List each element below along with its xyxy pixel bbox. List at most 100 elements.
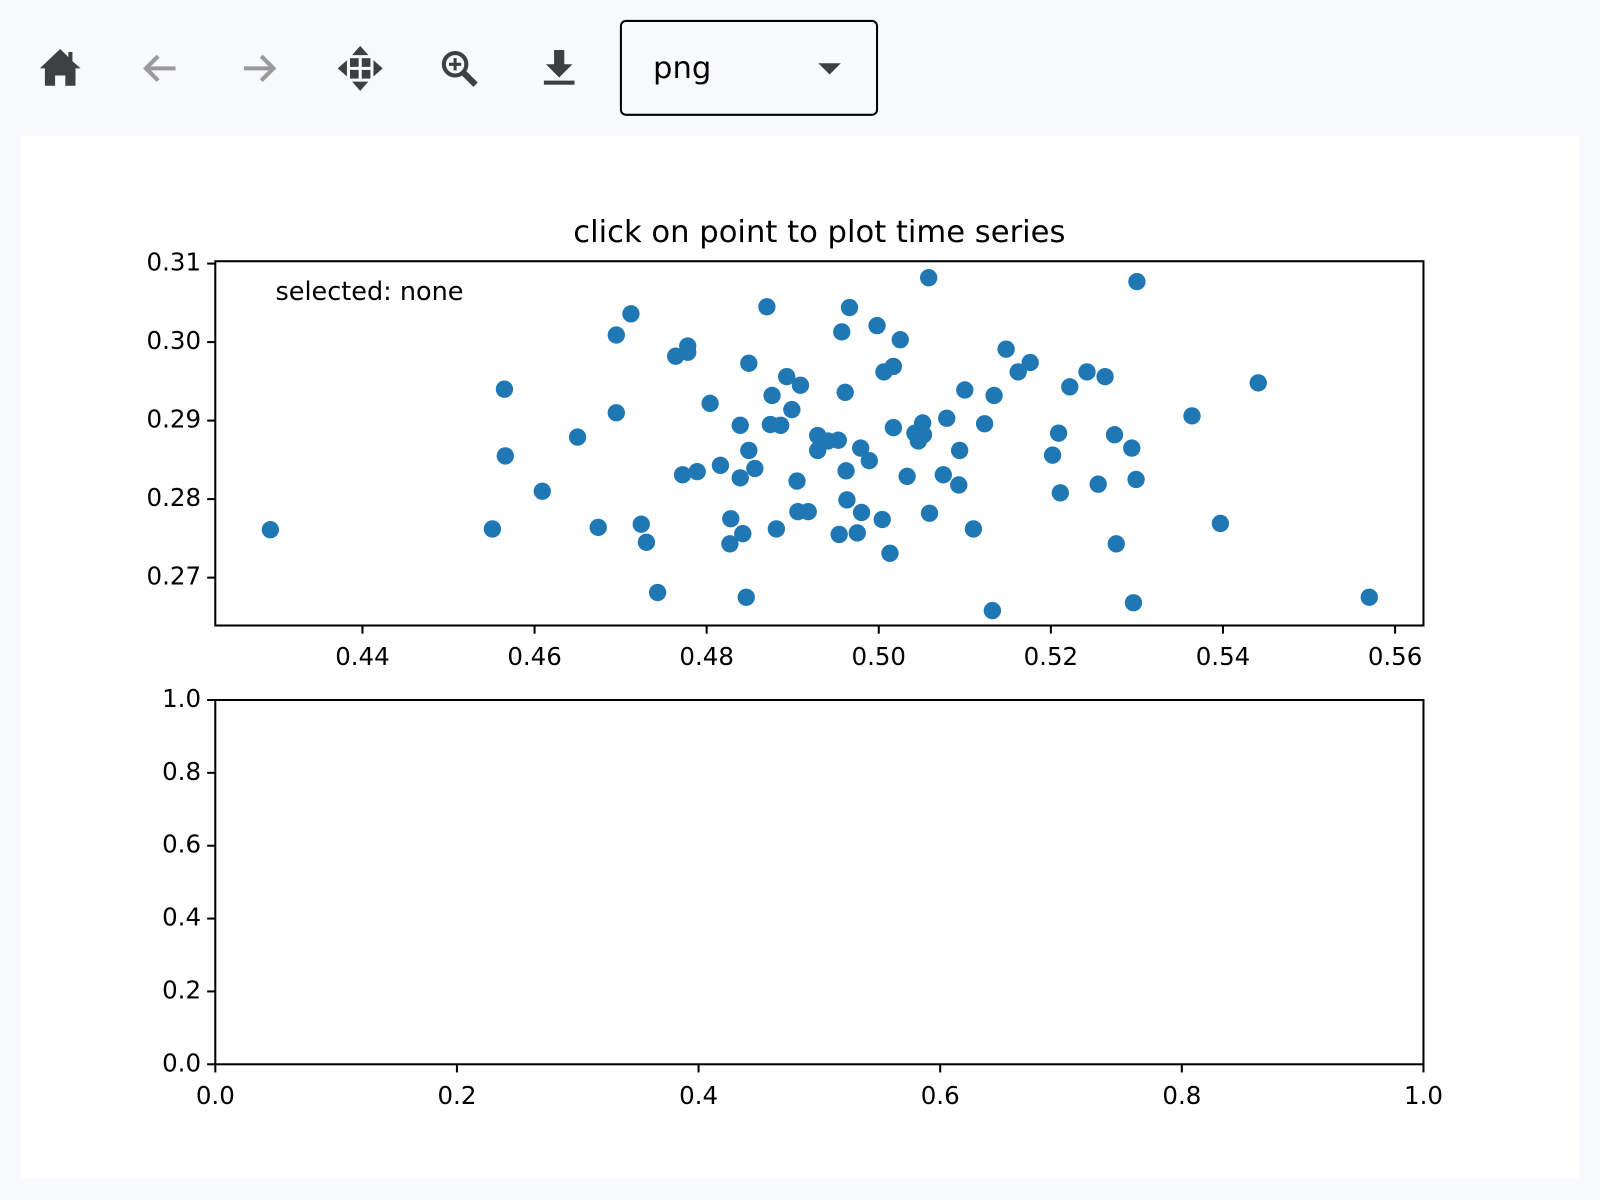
- x-tick-label: 0.48: [679, 642, 733, 671]
- point: [711, 456, 730, 475]
- point: [737, 588, 755, 606]
- point: [860, 451, 878, 470]
- y-tick-label: 0.28: [147, 483, 201, 512]
- axes-frame: [214, 260, 1425, 627]
- point: [830, 525, 848, 544]
- point: [721, 535, 739, 553]
- point: [873, 510, 891, 529]
- point: [985, 386, 1003, 405]
- point: [983, 601, 1002, 620]
- home-button[interactable]: [31, 41, 90, 96]
- format-select[interactable]: png: [619, 19, 879, 116]
- point: [1128, 272, 1146, 291]
- x-tick-label: 0.8: [1162, 1081, 1201, 1110]
- point: [1009, 363, 1027, 381]
- point: [950, 441, 969, 460]
- axes: [261, 269, 1378, 620]
- point: [740, 441, 758, 460]
- point: [964, 520, 983, 538]
- y-tick-label: 0.8: [162, 757, 201, 786]
- point: [533, 482, 551, 500]
- download-button[interactable]: [531, 41, 590, 96]
- point: [679, 343, 697, 361]
- point: [919, 269, 938, 287]
- point: [898, 467, 916, 486]
- point: [783, 400, 801, 419]
- point: [833, 323, 851, 341]
- point: [731, 416, 749, 434]
- point: [763, 386, 781, 405]
- y-tick-label: 0.4: [162, 903, 201, 932]
- point: [622, 305, 640, 323]
- point: [607, 326, 625, 344]
- point: [1123, 439, 1141, 457]
- x-tick-label: 0.56: [1368, 642, 1422, 671]
- point: [607, 404, 625, 422]
- x-tick-label: 0.2: [437, 1081, 476, 1110]
- x-tick-label: 0.50: [852, 642, 906, 671]
- point: [701, 394, 719, 413]
- axes-frame: [214, 698, 1425, 1066]
- point: [778, 367, 796, 386]
- zoom-button[interactable]: [431, 41, 490, 96]
- forward-button[interactable]: [231, 41, 290, 96]
- y-tick-label: 0.31: [147, 248, 201, 277]
- point: [1078, 363, 1096, 381]
- point: [483, 520, 502, 538]
- point: [914, 426, 933, 444]
- point: [589, 518, 607, 537]
- y-tick-label: 0.27: [147, 562, 201, 591]
- point: [836, 383, 854, 402]
- pan-button[interactable]: [331, 41, 390, 96]
- x-tick-label: 0.54: [1196, 642, 1250, 671]
- point: [1061, 378, 1079, 396]
- point: [838, 491, 856, 509]
- point: [722, 510, 740, 528]
- point: [740, 354, 758, 372]
- point: [884, 418, 903, 437]
- point: [1107, 535, 1125, 553]
- point: [746, 459, 764, 478]
- x-tick-label: 0.6: [921, 1081, 960, 1110]
- figure: [20, 135, 1580, 1179]
- chart-title: click on point to plot time series: [573, 215, 1065, 250]
- y-tick-label: 0.2: [162, 975, 201, 1004]
- annotation: selected: none: [276, 277, 464, 307]
- point: [673, 466, 692, 484]
- point: [1105, 426, 1124, 444]
- point: [950, 476, 968, 494]
- point: [791, 376, 810, 394]
- x-tick-label: 0.46: [507, 642, 561, 671]
- back-button[interactable]: [131, 41, 190, 96]
- point: [688, 462, 706, 481]
- x-tick-label: 0.4: [679, 1081, 718, 1110]
- point: [997, 340, 1015, 358]
- point: [1049, 424, 1068, 442]
- point: [767, 520, 786, 538]
- point: [1124, 594, 1143, 612]
- point: [758, 298, 776, 316]
- point: [1183, 407, 1201, 425]
- x-tick-label: 0.44: [335, 642, 389, 671]
- point: [788, 472, 806, 490]
- point: [956, 381, 974, 399]
- point: [881, 544, 899, 562]
- point: [829, 431, 847, 449]
- point: [496, 447, 514, 465]
- point: [1089, 475, 1107, 493]
- point: [799, 502, 817, 521]
- point: [840, 298, 859, 317]
- point: [848, 524, 866, 542]
- format-value: png: [653, 51, 711, 86]
- y-tick-label: 0.0: [162, 1048, 201, 1077]
- point: [1096, 367, 1114, 386]
- point: [568, 428, 587, 446]
- point: [632, 515, 650, 533]
- y-tick-label: 0.30: [147, 326, 201, 355]
- y-tick-label: 0.29: [147, 405, 201, 434]
- x-tick-label: 0.52: [1024, 642, 1078, 671]
- point: [261, 521, 280, 539]
- y-tick-label: 1.0: [162, 684, 201, 713]
- point: [648, 583, 667, 602]
